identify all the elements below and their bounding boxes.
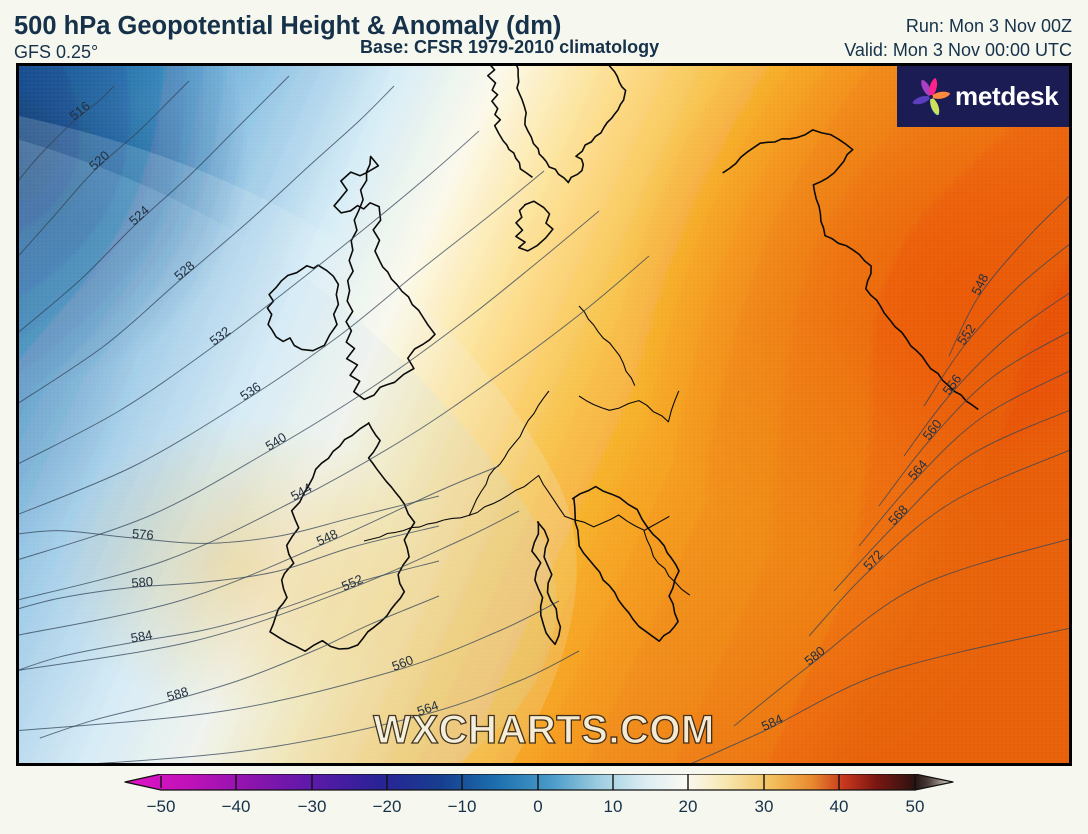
svg-text:580: 580 [131,574,154,591]
svg-text:576: 576 [131,526,154,543]
